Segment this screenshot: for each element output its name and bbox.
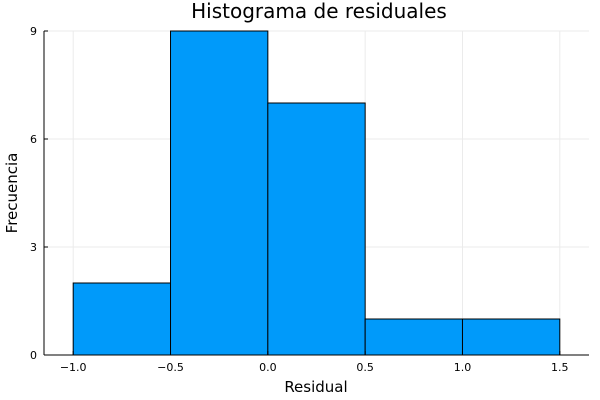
y-tick-label: 9 [30,25,37,38]
tick-labels: −1.0 −0.5 0.0 0.5 1.0 1.5 0 3 6 9 [30,25,569,374]
axes [43,30,589,356]
chart-title: Histograma de residuales [191,0,447,23]
histogram-bar [461,318,561,356]
y-tick-label: 3 [30,241,37,254]
y-axis-label: Frecuencia [3,153,21,234]
histogram-bar [170,30,269,356]
x-tick-label: 0.0 [259,361,277,374]
y-tick-label: 0 [30,349,37,362]
histogram-bars [72,30,561,356]
histogram-bar [364,318,463,356]
x-tick-label: 1.0 [454,361,472,374]
x-tick-label: 1.5 [551,361,569,374]
x-axis-label: Residual [284,378,347,396]
y-tick-label: 6 [30,133,37,146]
x-tick-label: −0.5 [157,361,184,374]
histogram-bar [267,102,366,356]
x-tick-label: −1.0 [60,361,87,374]
x-tick-label: 0.5 [356,361,374,374]
histogram-bar [72,282,172,356]
